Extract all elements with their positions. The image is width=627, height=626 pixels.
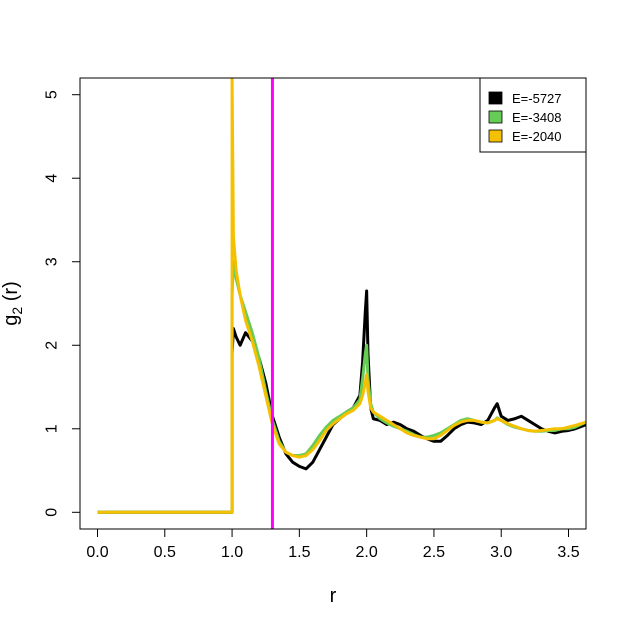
plot-lines <box>97 78 586 514</box>
legend: E=-5727 E=-3408 E=-2040 <box>479 77 587 153</box>
y-tick-label: 4 <box>44 174 61 183</box>
x-tick-label: 0.0 <box>86 544 108 561</box>
y-axis-title-subscript: 2 <box>9 307 25 315</box>
y-tick-label: 0 <box>44 508 61 517</box>
y-tick-label: 2 <box>44 341 61 350</box>
y-tick-label: 1 <box>44 424 61 433</box>
legend-swatch <box>488 129 503 143</box>
y-axis: 0 1 2 3 4 5 <box>44 90 81 517</box>
y-axis-title: g2 (r) <box>0 281 25 325</box>
legend-label: E=-2040 <box>512 129 562 144</box>
series-line-3 <box>97 78 586 514</box>
x-tick-label: 3.0 <box>490 544 512 561</box>
y-axis-title-main: g <box>0 315 22 326</box>
x-tick-label: 1.0 <box>221 544 243 561</box>
x-axis-title: r <box>330 585 337 607</box>
legend-swatch <box>488 91 503 105</box>
x-tick-label: 2.5 <box>423 544 445 561</box>
x-tick-label: 1.5 <box>288 544 310 561</box>
x-tick-label: 3.5 <box>557 544 579 561</box>
x-axis: 0.0 0.5 1.0 1.5 2.0 2.5 3.0 3.5 <box>86 528 580 561</box>
legend-label: E=-5727 <box>512 91 562 106</box>
x-tick-label: 2.0 <box>356 544 378 561</box>
y-axis-title-rest: (r) <box>0 281 22 307</box>
y-tick-label: 5 <box>44 90 61 99</box>
x-tick-label: 0.5 <box>154 544 176 561</box>
y-tick-label: 3 <box>44 257 61 266</box>
legend-label: E=-3408 <box>512 110 562 125</box>
legend-swatch <box>488 110 503 124</box>
